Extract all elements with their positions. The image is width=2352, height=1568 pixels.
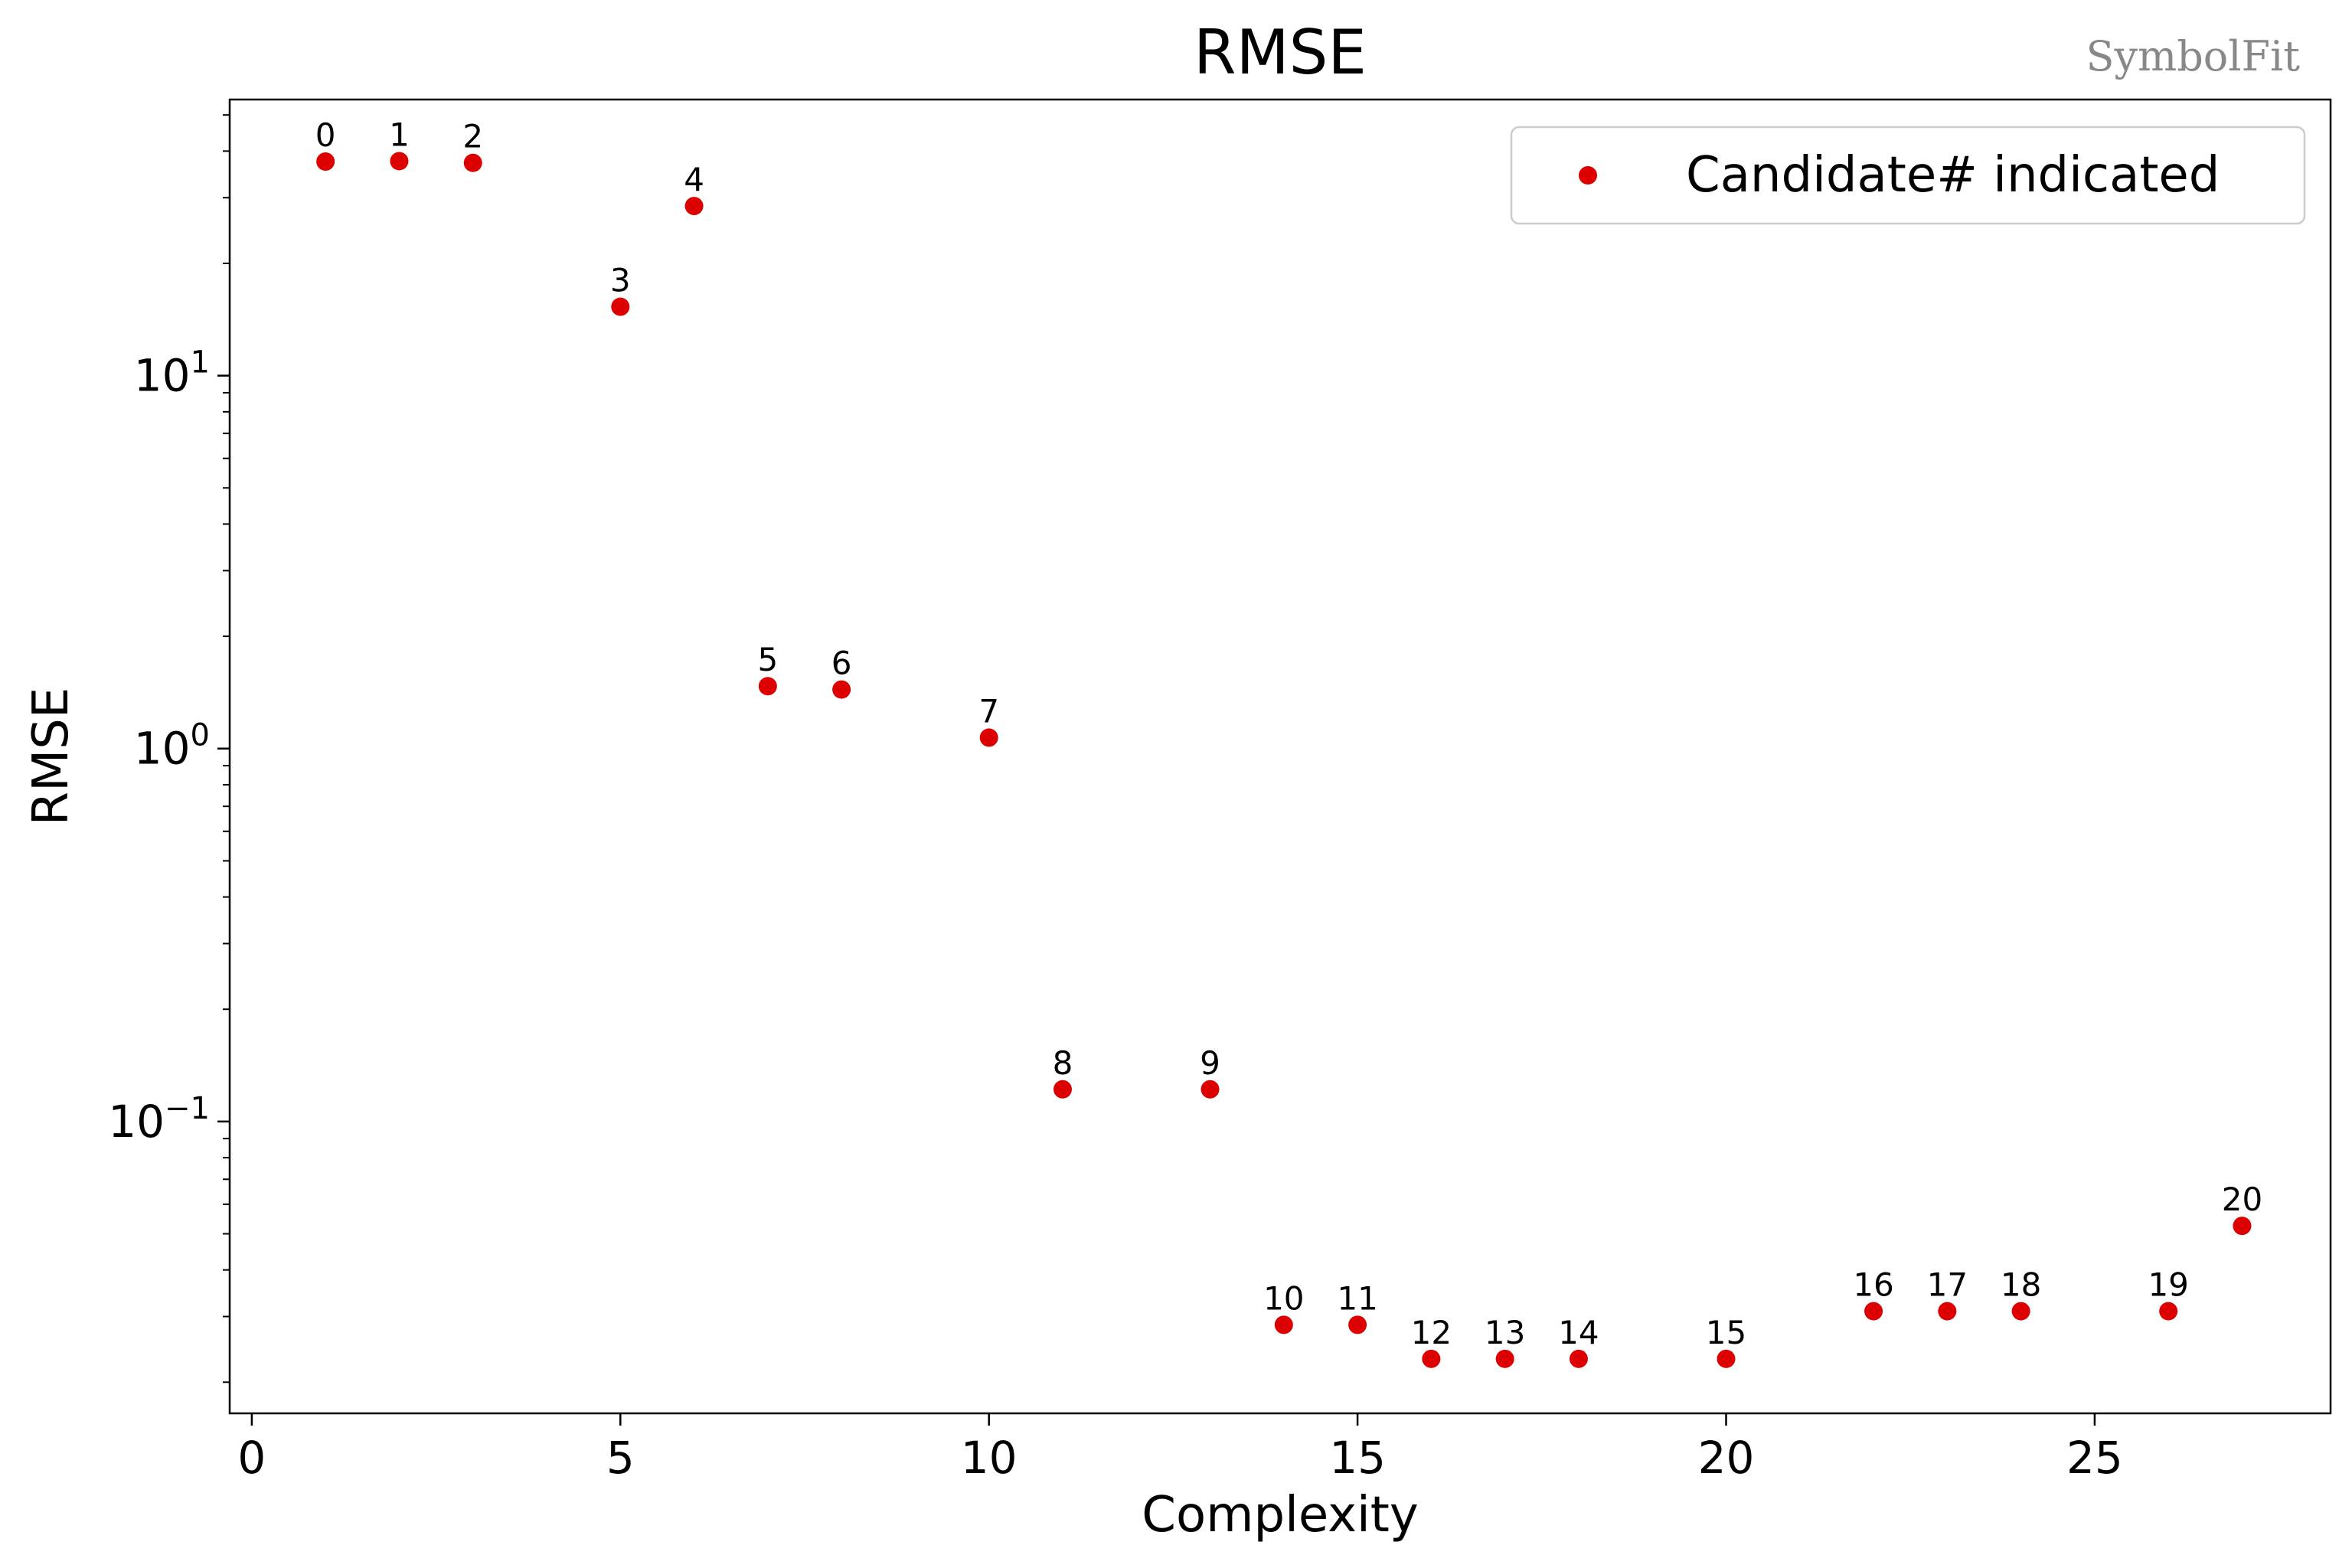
legend-box	[1510, 126, 2306, 225]
data-label: 1	[389, 116, 410, 153]
y-minor-ticks	[223, 114, 230, 1383]
x-tick-label: 5	[606, 1432, 635, 1484]
legend-label: Candidate# indicated	[1686, 147, 2220, 204]
x-axis-label: Complexity	[1142, 1487, 1418, 1544]
data-point	[758, 677, 777, 696]
y-tick-base: 10	[108, 1096, 165, 1148]
data-label: 7	[978, 692, 999, 730]
data-label: 10	[1263, 1279, 1304, 1317]
y-tick-exponent: −1	[165, 1091, 210, 1126]
data-label: 16	[1853, 1266, 1893, 1304]
y-tick-label: 10−1	[108, 1091, 210, 1148]
data-point	[2233, 1217, 2252, 1236]
data-point	[1717, 1349, 1736, 1368]
data-point	[463, 153, 482, 172]
x-tick-label: 10	[961, 1432, 1018, 1484]
data-label: 18	[2001, 1266, 2041, 1304]
data-label: 5	[757, 641, 778, 678]
y-axis-label: RMSE	[23, 688, 80, 826]
legend-marker	[1579, 166, 1597, 185]
data-label: 8	[1053, 1044, 1073, 1082]
data-label: 11	[1337, 1279, 1377, 1317]
data-point	[832, 680, 851, 699]
data-point	[1864, 1302, 1883, 1321]
x-tick-label: 20	[1698, 1432, 1755, 1484]
data-label: 6	[831, 645, 852, 682]
x-axis-ticks: 0 5 10 15 20 25	[237, 1413, 2123, 1484]
data-point	[1274, 1315, 1293, 1334]
chart-title: RMSE	[1194, 17, 1367, 88]
data-point	[2159, 1302, 2178, 1321]
data-label: 17	[1927, 1266, 1968, 1304]
data-label: 4	[684, 161, 704, 198]
data-label: 0	[315, 116, 336, 154]
plot-frame	[228, 98, 2332, 1415]
data-point	[979, 728, 998, 747]
y-tick-base: 10	[134, 350, 191, 402]
data-label: 2	[462, 118, 483, 155]
data-label: 20	[2222, 1181, 2262, 1218]
x-tick-label: 15	[1329, 1432, 1386, 1484]
data-point	[1053, 1080, 1072, 1099]
data-point	[611, 297, 630, 316]
data-label: 19	[2148, 1266, 2188, 1304]
data-point	[1495, 1349, 1514, 1368]
data-point	[1348, 1315, 1367, 1334]
data-label: 3	[610, 262, 631, 299]
data-point	[1938, 1302, 1957, 1321]
y-tick-label: 100	[134, 718, 210, 775]
data-point	[390, 152, 409, 171]
data-point	[1200, 1080, 1220, 1099]
x-tick-label: 0	[237, 1432, 266, 1484]
data-label: 13	[1485, 1314, 1525, 1351]
y-tick-exponent: 1	[191, 345, 210, 381]
legend: Candidate# indicated	[1510, 126, 2306, 225]
data-label: 12	[1411, 1314, 1452, 1351]
data-point	[2011, 1302, 2030, 1321]
data-point	[1569, 1349, 1588, 1368]
data-label: 15	[1706, 1314, 1746, 1351]
y-tick-base: 10	[134, 723, 191, 775]
y-tick-exponent: 0	[191, 718, 210, 753]
data-point	[316, 152, 335, 172]
data-point	[1422, 1349, 1441, 1368]
data-point	[684, 197, 704, 216]
data-label: 14	[1558, 1314, 1599, 1351]
x-tick-label: 25	[2066, 1432, 2123, 1484]
watermark-logo: SymbolFit	[2086, 32, 2301, 80]
data-label: 9	[1200, 1044, 1220, 1082]
y-tick-label: 101	[134, 345, 210, 402]
